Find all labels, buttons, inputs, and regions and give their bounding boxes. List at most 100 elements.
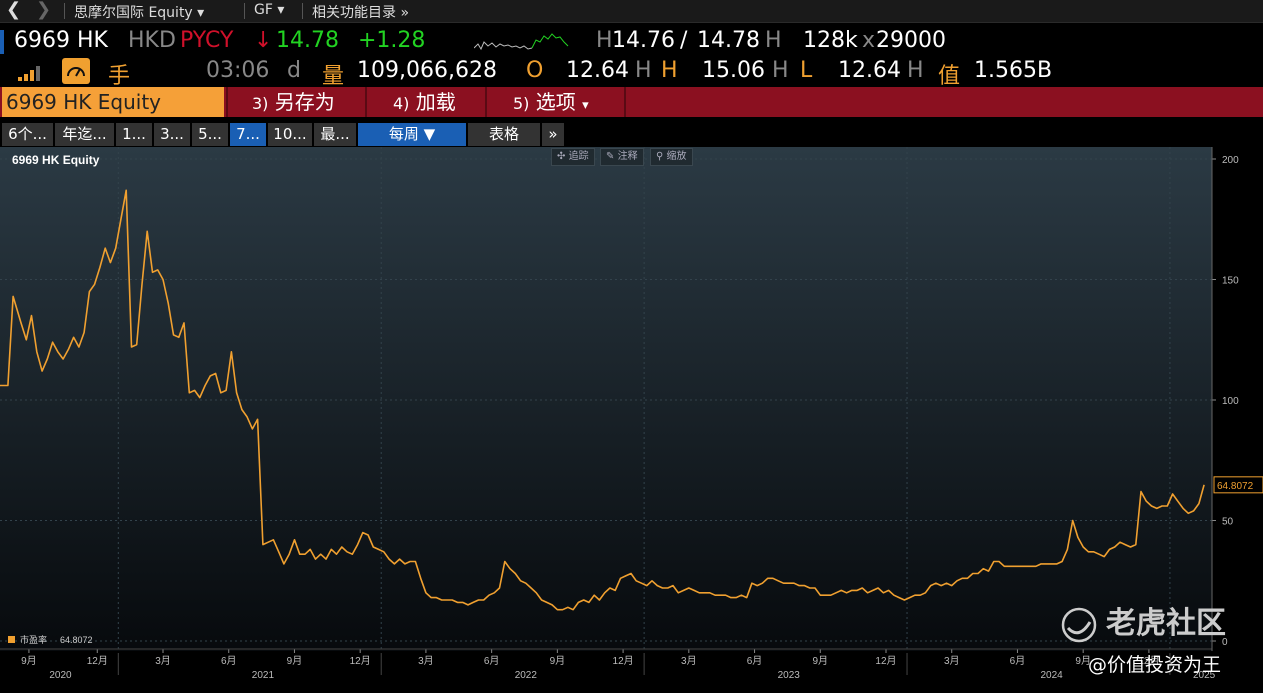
- forward-arrow-icon[interactable]: ❯: [36, 0, 52, 20]
- bar-divider: [485, 87, 487, 117]
- open-value: 12.64: [566, 58, 629, 83]
- load-button[interactable]: 4) 加载: [393, 87, 456, 117]
- related-functions-menu[interactable]: 相关功能目录 »: [312, 2, 409, 22]
- range-3y-button[interactable]: 3...: [154, 123, 190, 146]
- watermark-brand: 老虎社区: [1060, 598, 1226, 644]
- last-price: 14.78: [276, 28, 339, 53]
- plot-area: [0, 147, 1212, 651]
- zoom-button[interactable]: ⚲ 缩放: [650, 148, 693, 166]
- annotate-label: 注释: [617, 151, 638, 162]
- options-number: 5): [513, 94, 530, 113]
- x-tick-label: 3月: [155, 655, 171, 667]
- save-as-button[interactable]: 3) 另存为: [252, 87, 335, 117]
- y-tick-label: 100: [1222, 396, 1239, 407]
- security-name-dropdown[interactable]: 思摩尔国际 Equity ▾: [74, 5, 205, 21]
- x-tick-label: 3月: [944, 655, 960, 667]
- annotate-button[interactable]: ✎ 注释: [600, 148, 644, 166]
- pricing-source: PYCY: [180, 28, 234, 53]
- pe-ratio-chart[interactable]: 9月 12月 3月 6月 9月 12月 3月 6月 9月 12月 3月 6月 9月 12月 3月 6月 9月 12…: [0, 147, 1263, 693]
- nav-divider: [244, 3, 245, 19]
- function-bar: 6969 HK Equity 3) 另存为 4) 加载 5) 选项 ▾: [0, 87, 1263, 117]
- low-label: L: [800, 58, 813, 83]
- x-tick-label: 6月: [747, 655, 763, 667]
- load-label: 加载: [415, 90, 456, 114]
- bid-price: 14.76: [612, 28, 675, 53]
- top-nav: ❮ ❯ 思摩尔国际 Equity ▾ GF ▾ 相关功能目录 »: [0, 0, 1263, 23]
- bid-prefix: H: [596, 28, 613, 53]
- y-tick-label: 50: [1222, 517, 1234, 528]
- x-year-label: 2024: [1041, 670, 1064, 681]
- range-max-button[interactable]: 最...: [314, 123, 356, 146]
- x-year-label: 2022: [515, 670, 538, 681]
- lot-label: 手: [108, 64, 131, 89]
- x-year-label: 2025: [1193, 670, 1216, 681]
- x-axis: 9月 12月 3月 6月 9月 12月 3月 6月 9月 12月 3月 6月 9月 12月 3月 6月 9月 12…: [0, 648, 1216, 681]
- legend: 市盈率 64.8072: [8, 634, 93, 645]
- speedometer-icon[interactable]: [62, 58, 90, 84]
- last-value-label: 64.8072: [1217, 481, 1254, 492]
- y-tick-label: 0: [1222, 637, 1228, 648]
- focus-marker: [0, 30, 4, 54]
- volume-label: 量: [322, 64, 345, 89]
- security-field[interactable]: 6969 HK Equity: [2, 87, 224, 117]
- chart-title: 6969 HK Equity: [12, 153, 100, 167]
- low-suffix: H: [907, 58, 924, 83]
- x-tick-label: 9月: [812, 655, 828, 667]
- magnifier-icon: ⚲: [656, 151, 664, 162]
- x-tick-label: 6月: [484, 655, 500, 667]
- crosshair-icon: ✣: [557, 151, 566, 162]
- options-button[interactable]: 5) 选项 ▾: [513, 87, 589, 117]
- period-weekly-dropdown[interactable]: 每周 ▼: [358, 123, 466, 146]
- bid-ask-slash: /: [680, 28, 688, 53]
- track-label: 追踪: [568, 151, 589, 162]
- quote-line-1: 6969 HK HKD PYCY ↓ 14.78 +1.28 H 14.76 /…: [0, 28, 1263, 58]
- last-value-marker: 64.8072: [1213, 476, 1263, 494]
- currency: HKD: [128, 28, 176, 53]
- x-year-label: 2021: [252, 670, 275, 681]
- watermark-author: @价值投资为王: [1088, 654, 1222, 676]
- tiger-logo-icon: [1061, 607, 1097, 642]
- range-10y-button[interactable]: 10...: [268, 123, 312, 146]
- x-tick-label: 9月: [1075, 655, 1091, 667]
- x-tick-label: 6月: [221, 655, 237, 667]
- related-functions-label: 相关功能目录: [312, 5, 396, 21]
- options-label: 选项: [535, 90, 576, 114]
- x-tick-label: 12月: [350, 655, 371, 667]
- save-as-label: 另存为: [274, 90, 335, 114]
- turnover-value: 1.565B: [974, 58, 1053, 83]
- security-name-label: 思摩尔国际 Equity: [74, 5, 193, 21]
- size-separator: x: [862, 28, 876, 53]
- legend-last-value: 64.8072: [60, 635, 93, 645]
- range-5y-button[interactable]: 5...: [192, 123, 228, 146]
- y-tick-label: 200: [1222, 155, 1239, 166]
- more-chevron-icon[interactable]: »: [542, 123, 564, 146]
- x-tick-label: 9月: [287, 655, 303, 667]
- back-arrow-icon[interactable]: ❮: [6, 0, 22, 20]
- turnover-label: 值: [938, 64, 961, 89]
- x-tick-label: 12月: [613, 655, 634, 667]
- range-bar: 6个... 年迄... 1... 3... 5... 7... 10... 最.…: [0, 121, 1263, 147]
- range-ytd-button[interactable]: 年迄...: [55, 123, 114, 146]
- x-tick-label: 12月: [875, 655, 896, 667]
- ask-suffix: H: [765, 28, 782, 53]
- range-6m-button[interactable]: 6个...: [2, 123, 53, 146]
- range-1y-button[interactable]: 1...: [116, 123, 152, 146]
- function-dropdown[interactable]: GF ▾: [254, 2, 285, 18]
- price-change: +1.28: [358, 28, 426, 53]
- function-label: GF: [254, 2, 273, 18]
- high-value: 15.06: [702, 58, 765, 83]
- save-as-number: 3): [252, 94, 269, 113]
- pencil-icon: ✎: [606, 151, 615, 162]
- x-tick-label: 12月: [1138, 655, 1159, 667]
- open-suffix: H: [635, 58, 652, 83]
- watermark-brand-text: 老虎社区: [1106, 606, 1226, 641]
- open-label: O: [526, 58, 544, 83]
- legend-series-name: 市盈率: [20, 634, 47, 645]
- y-axis: 200 150 100 50 0: [1211, 147, 1239, 651]
- high-suffix: H: [772, 58, 789, 83]
- range-7y-button[interactable]: 7...: [230, 123, 266, 146]
- table-button[interactable]: 表格: [468, 123, 540, 146]
- x-tick-label: 6月: [1010, 655, 1026, 667]
- track-button[interactable]: ✣ 追踪: [551, 148, 595, 166]
- bid-size: 128k: [803, 28, 858, 53]
